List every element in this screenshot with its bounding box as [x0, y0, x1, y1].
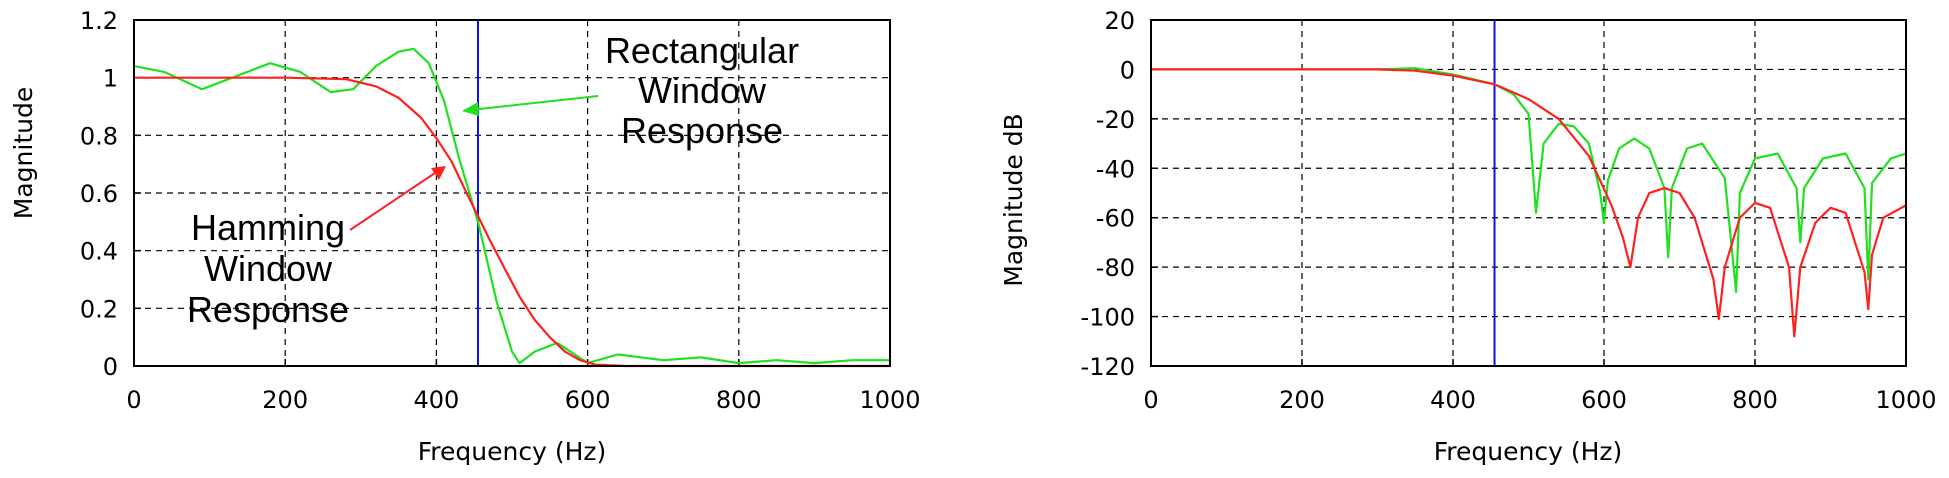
x-tick-label: 800: [716, 386, 762, 414]
x-tick-label: 800: [1732, 386, 1778, 414]
y-tick-label: -120: [1081, 353, 1135, 381]
y-tick-label: -80: [1096, 254, 1135, 282]
x-tick-label: 0: [126, 386, 141, 414]
x-tick-label: 600: [565, 386, 611, 414]
y-tick-label: 0.6: [80, 180, 118, 208]
annotation-line: Hamming: [191, 207, 345, 248]
rectangular-window-annotation: Rectangular Window Response: [462, 30, 799, 151]
x-axis-label: Frequency (Hz): [1434, 437, 1623, 466]
db-magnitude-panel: 0 200 400 600 800 1000 200-20-40-60-80-100-12…: [999, 7, 1937, 466]
x-tick-label: 600: [1581, 386, 1627, 414]
hamming-window-annotation: Hamming Window Response: [187, 166, 446, 330]
y-tick-label: 0: [103, 353, 118, 381]
x-tick-label: 400: [1430, 386, 1476, 414]
x-tick-label: 1000: [1875, 386, 1936, 414]
y-axis-label: Magnitude: [9, 87, 38, 219]
y-tick-label: -100: [1081, 304, 1135, 332]
y-axis-label: Magnitude dB: [999, 113, 1028, 286]
annotation-line: Rectangular: [605, 30, 799, 71]
x-tick-label: 200: [262, 386, 308, 414]
x-tick-label: 1000: [859, 386, 920, 414]
rectangular-arrow-shaft: [469, 95, 599, 111]
y-tick-label: -20: [1096, 106, 1135, 134]
y-tick-label: 20: [1104, 7, 1135, 35]
plot-frame: [133, 19, 891, 367]
y-tick-label: 1.2: [80, 7, 118, 35]
hamming-arrow-shaft: [349, 170, 439, 231]
x-tick-label: 200: [1279, 386, 1325, 414]
y-tick-label: -40: [1096, 155, 1135, 183]
annotation-line: Response: [187, 289, 349, 330]
rectangular-arrow-head: [462, 102, 479, 116]
rectangular-response-line: [133, 47, 890, 365]
linear-magnitude-panel: 0 200 400 600 800 1000 0 0.2 0.4 0.6 0.8 1 1.2 Freq…: [9, 7, 921, 466]
rectangular-response-line: [1151, 67, 1907, 293]
y-tick-label: 0.4: [80, 238, 118, 266]
y-tick-label: 0: [1120, 56, 1135, 84]
annotation-line: Response: [621, 110, 783, 151]
annotation-line: Window: [204, 248, 333, 289]
hamming-arrow-head: [431, 166, 446, 180]
y-tick-label: 0.2: [80, 295, 118, 323]
y-tick-label: 1: [103, 65, 118, 93]
x-tick-label: 0: [1143, 386, 1158, 414]
x-axis-label: Frequency (Hz): [418, 437, 607, 466]
annotation-line: Window: [638, 70, 767, 111]
hamming-response-line: [1151, 68, 1907, 338]
x-tick-label: 400: [413, 386, 459, 414]
plot-frame: [1150, 19, 1907, 367]
y-tick-label: 0.8: [80, 122, 118, 150]
y-tick-label: -60: [1096, 205, 1135, 233]
